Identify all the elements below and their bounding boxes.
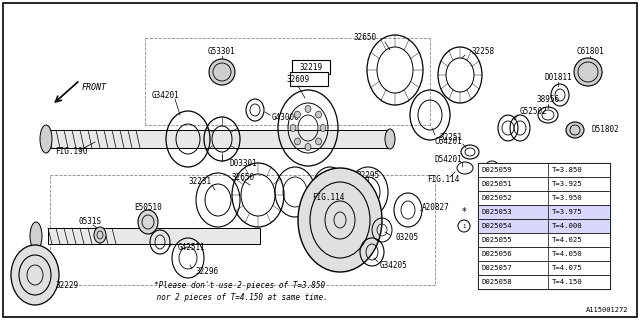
Text: G42511: G42511	[178, 244, 205, 252]
Text: T=3.850: T=3.850	[552, 167, 582, 173]
Ellipse shape	[574, 58, 602, 86]
Ellipse shape	[316, 111, 322, 118]
Text: 32258: 32258	[472, 47, 495, 57]
Text: C61801: C61801	[576, 47, 604, 57]
Text: D025056: D025056	[482, 251, 513, 257]
Text: 32295: 32295	[356, 171, 380, 180]
Text: *Please don't use 2 pieces of T=3.850: *Please don't use 2 pieces of T=3.850	[154, 281, 326, 290]
Ellipse shape	[294, 138, 300, 145]
Text: D025053: D025053	[482, 209, 513, 215]
Text: nor 2 pieces of T=4.150 at same time.: nor 2 pieces of T=4.150 at same time.	[152, 292, 328, 301]
Ellipse shape	[294, 111, 300, 118]
Text: T=3.975: T=3.975	[552, 209, 582, 215]
Text: D025051: D025051	[482, 181, 513, 187]
Text: T=3.950: T=3.950	[552, 195, 582, 201]
Bar	[308, 192, 348, 204]
Text: G34205: G34205	[380, 260, 408, 269]
Text: 1: 1	[462, 223, 466, 228]
Bar	[478, 275, 610, 289]
Text: 32229: 32229	[55, 281, 78, 290]
Text: A20827: A20827	[422, 204, 450, 212]
Bar	[478, 261, 610, 275]
Ellipse shape	[138, 210, 158, 234]
Ellipse shape	[209, 59, 235, 85]
Ellipse shape	[40, 125, 52, 153]
Ellipse shape	[30, 222, 42, 250]
Bar	[478, 177, 610, 191]
Text: 0531S: 0531S	[79, 218, 102, 227]
Text: 32219: 32219	[300, 62, 323, 71]
Text: FRONT: FRONT	[82, 84, 107, 92]
Text: 03205: 03205	[395, 234, 418, 243]
Text: D025058: D025058	[482, 279, 513, 285]
Text: FIG.114: FIG.114	[428, 175, 460, 185]
Text: T=4.150: T=4.150	[552, 279, 582, 285]
Text: D025057: D025057	[482, 265, 513, 271]
Text: 32650: 32650	[232, 173, 255, 182]
Text: G43006: G43006	[272, 114, 300, 123]
Text: 32650: 32650	[353, 34, 376, 43]
Bar	[290, 72, 328, 86]
Bar	[478, 247, 610, 261]
Bar	[478, 205, 610, 219]
Text: D03301: D03301	[230, 158, 258, 167]
Text: D025055: D025055	[482, 237, 513, 243]
Text: FIG.114: FIG.114	[312, 194, 344, 203]
Bar	[478, 233, 610, 247]
Ellipse shape	[11, 245, 59, 305]
Ellipse shape	[305, 106, 311, 113]
Text: 38956: 38956	[536, 95, 559, 105]
Text: T=4.050: T=4.050	[552, 251, 582, 257]
Bar	[478, 163, 610, 177]
Text: E50510: E50510	[134, 204, 162, 212]
Text: 32296: 32296	[195, 268, 218, 276]
Bar	[478, 191, 610, 205]
Text: T=3.925: T=3.925	[552, 181, 582, 187]
Text: FIG.190: FIG.190	[55, 148, 88, 156]
Text: D025052: D025052	[482, 195, 513, 201]
Text: G52502: G52502	[520, 108, 548, 116]
Ellipse shape	[566, 122, 584, 138]
Text: D54201: D54201	[435, 156, 462, 164]
Text: D51802: D51802	[592, 125, 620, 134]
Text: G53301: G53301	[208, 47, 236, 57]
Text: 1: 1	[490, 165, 494, 171]
Bar	[48, 228, 260, 244]
Text: T=4.000: T=4.000	[552, 223, 582, 229]
Ellipse shape	[290, 124, 296, 132]
Text: D025059: D025059	[482, 167, 513, 173]
Ellipse shape	[305, 143, 311, 150]
Text: A115001272: A115001272	[586, 307, 628, 313]
Text: 32609: 32609	[287, 76, 310, 84]
Text: D025054: D025054	[482, 223, 513, 229]
Text: T=4.075: T=4.075	[552, 265, 582, 271]
Ellipse shape	[320, 124, 326, 132]
Text: 32251: 32251	[440, 133, 463, 142]
Text: D01811: D01811	[544, 74, 572, 83]
Ellipse shape	[94, 227, 106, 243]
Bar	[478, 163, 610, 289]
Text: C64201: C64201	[435, 138, 462, 147]
Text: *: *	[461, 207, 467, 217]
Ellipse shape	[316, 138, 322, 145]
Text: T=4.025: T=4.025	[552, 237, 582, 243]
Bar	[478, 219, 610, 233]
Ellipse shape	[298, 168, 382, 272]
Ellipse shape	[385, 129, 395, 149]
Bar	[292, 60, 330, 74]
Text: 32231: 32231	[188, 178, 212, 187]
Bar	[48, 130, 390, 148]
Text: G34201: G34201	[151, 91, 179, 100]
